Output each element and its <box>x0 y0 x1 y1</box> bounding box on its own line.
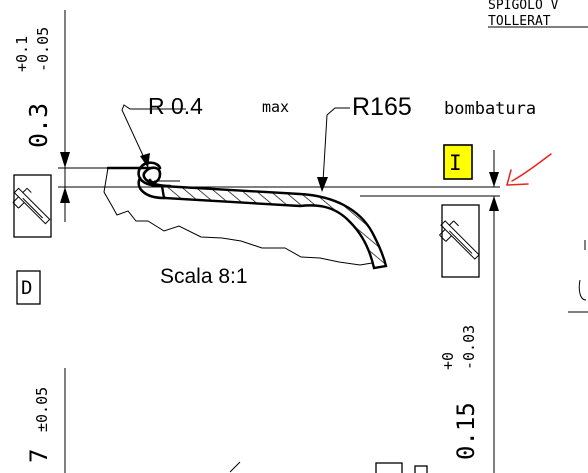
dim-top-lower: -0.05 <box>34 27 52 72</box>
profile-section <box>103 161 388 270</box>
inspection-i-letter: I <box>449 151 462 175</box>
dimension-right-thickness: 0.15 +0 -0.03 <box>439 150 499 473</box>
callout-radius-crown-value: R165 <box>352 93 412 121</box>
dim-right-upper: +0 <box>439 352 457 370</box>
header-note-line2: TOLLERAT <box>488 14 551 29</box>
dimension-bottom-left: 7 ±0.05 <box>25 368 66 473</box>
dim-top-nominal: 0.3 <box>24 103 53 148</box>
callout-radius-crown-suffix: bombatura <box>444 99 536 119</box>
partial-view-bottom <box>229 461 428 473</box>
scale-label: Scala 8:1 <box>160 265 248 288</box>
dim-bottom-left-tol: ±0.05 <box>33 387 51 432</box>
dim-right-lower: -0.03 <box>460 325 478 370</box>
datum-d-box: D <box>16 270 41 305</box>
caliper-icon-left <box>12 174 52 238</box>
header-note-line1: SPIGOLO V <box>488 0 559 13</box>
partial-view-right <box>568 240 588 313</box>
callout-radius-edge: R 0.4 max <box>121 93 289 168</box>
inspection-i-box: I <box>443 144 473 180</box>
callout-radius-edge-suffix: max <box>262 98 289 116</box>
callout-radius-edge-value: R 0.4 <box>148 93 203 119</box>
datum-d-letter: D <box>21 277 32 299</box>
dim-right-nominal: 0.15 <box>452 402 480 460</box>
dim-top-upper: +0.1 <box>13 36 31 72</box>
callout-radius-crown: R165 bombatura <box>317 93 536 192</box>
caliper-icon-right <box>439 204 480 278</box>
dimension-top-thickness: 0.3 +0.1 -0.05 <box>13 10 70 222</box>
dim-bottom-left-nominal: 7 <box>25 449 53 463</box>
red-arrow-annotation <box>506 153 552 186</box>
